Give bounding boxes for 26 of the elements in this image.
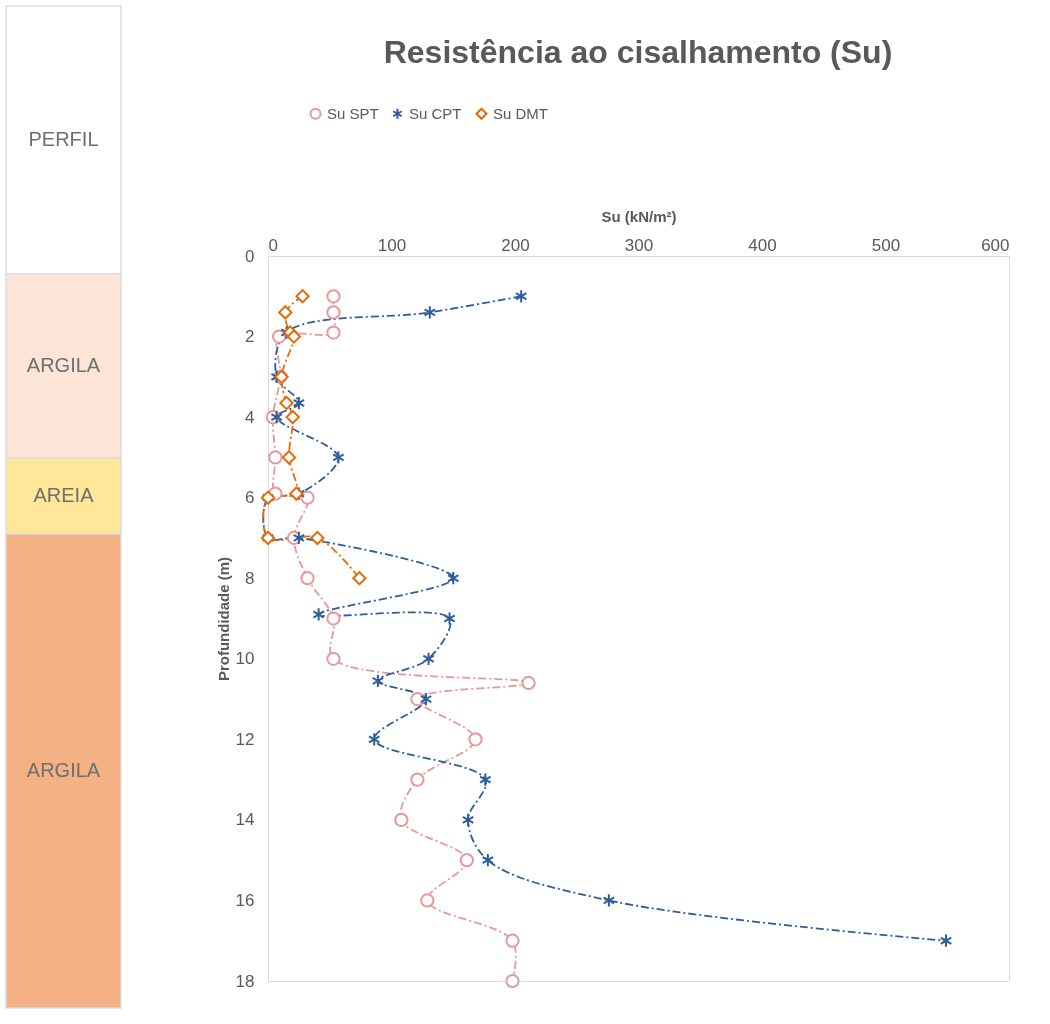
legend-label: Su DMT [493,104,549,122]
legend-label: Su CPT [409,104,462,122]
x-tick-label: 400 [748,235,777,255]
text: ARGILA [26,354,101,376]
y-tick-label: 4 [245,407,255,427]
text: ARGILA [26,759,101,781]
y-tick-label: 18 [235,971,255,991]
y-tick-label: 8 [245,568,255,588]
y-tick-label: 6 [245,488,255,508]
y-tick-label: 2 [245,327,255,347]
y-tick-label: 12 [235,729,255,749]
x-tick-label: 300 [624,235,654,255]
text: PERFIL [28,128,99,150]
y-tick-label: 16 [235,890,255,910]
y-axis-title: Profundidade (m) [214,556,232,682]
text: AREIA [33,484,95,506]
x-tick-label: 0 [268,235,278,255]
chart-title: Resistência ao cisalhamento (Su) [383,34,893,70]
x-tick-label: 100 [377,235,407,255]
y-tick-label: 10 [235,649,255,669]
y-tick-label: 14 [235,810,255,830]
x-tick-label: 500 [871,235,901,255]
x-axis-title: Su (kN/m²) [601,207,677,225]
x-tick-label: 600 [981,235,1010,255]
x-tick-label: 200 [501,235,530,255]
legend-label: Su SPT [327,104,379,122]
